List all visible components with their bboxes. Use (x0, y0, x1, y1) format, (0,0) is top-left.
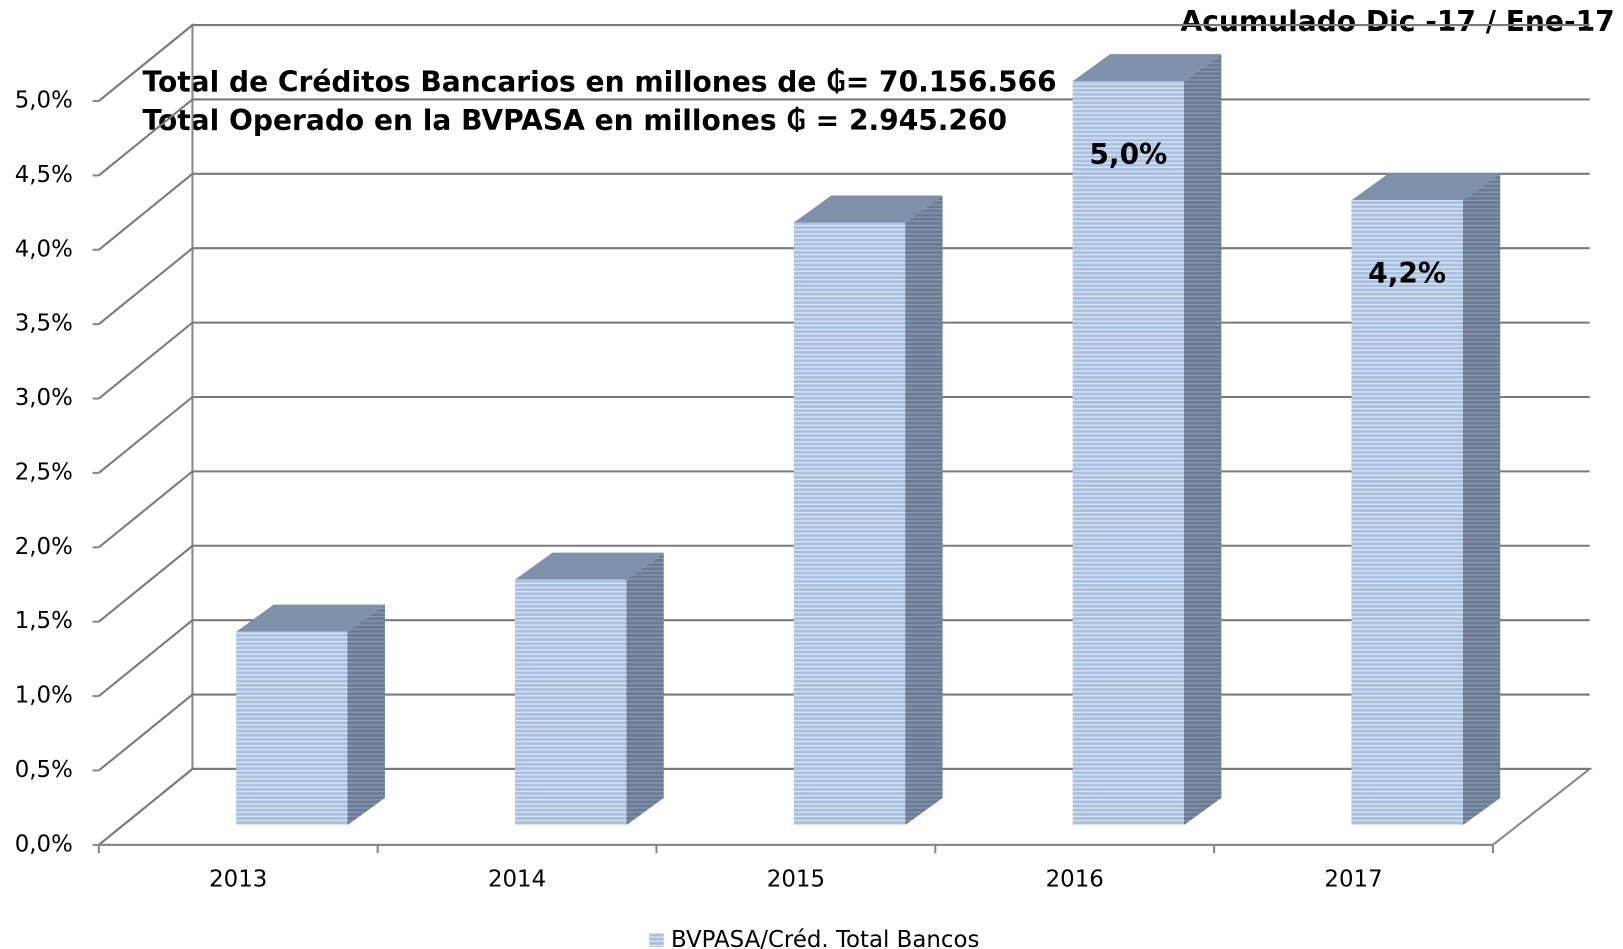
grid-line (98, 24, 1590, 102)
annotation: Total Operado en la BVPASA en millones ₲… (143, 104, 1008, 137)
annotation: Total de Créditos Bancarios en millones … (143, 65, 1057, 98)
y-tick-label: 2,5% (15, 459, 73, 485)
y-tick-label: 0,5% (15, 757, 73, 783)
bar (1351, 200, 1463, 826)
y-tick-label: 3,5% (15, 311, 73, 337)
bar-side (905, 195, 943, 826)
bar-top (514, 552, 664, 580)
y-tick-label: 1,5% (15, 608, 73, 634)
y-tick-label: 4,0% (15, 236, 73, 262)
bar-top (793, 195, 943, 223)
bar (236, 631, 348, 826)
bar-side (347, 604, 385, 826)
bar (514, 579, 627, 826)
bar-side (626, 552, 664, 826)
bar-top (236, 604, 385, 632)
bar-top (1072, 54, 1222, 82)
legend-swatch (649, 933, 664, 947)
y-tick-label: 5,0% (15, 88, 73, 114)
x-tick-label: 2017 (1324, 867, 1382, 893)
x-tick-label: 2013 (209, 867, 267, 893)
data-label: 4,2% (1368, 257, 1446, 290)
bar (1072, 81, 1184, 826)
bar (793, 222, 906, 826)
bar-side (1183, 54, 1222, 826)
y-tick-label: 3,0% (15, 385, 73, 411)
legend-label: BVPASA/Créd. Total Bancos (671, 927, 979, 949)
bar-top (1351, 173, 1501, 201)
data-label: 5,0% (1089, 138, 1167, 171)
chart-title: Acumulado Dic -17 / Ene-17 (1181, 5, 1615, 38)
y-tick-label: 2,0% (15, 534, 73, 560)
y-tick-label: 0,0% (15, 831, 73, 857)
x-tick-label: 2015 (767, 867, 825, 893)
x-tick-label: 2016 (1046, 867, 1104, 893)
y-tick-label: 4,5% (15, 162, 73, 188)
x-tick-label: 2014 (488, 867, 546, 893)
bar-side (1462, 173, 1501, 826)
y-tick-label: 1,0% (15, 683, 73, 709)
